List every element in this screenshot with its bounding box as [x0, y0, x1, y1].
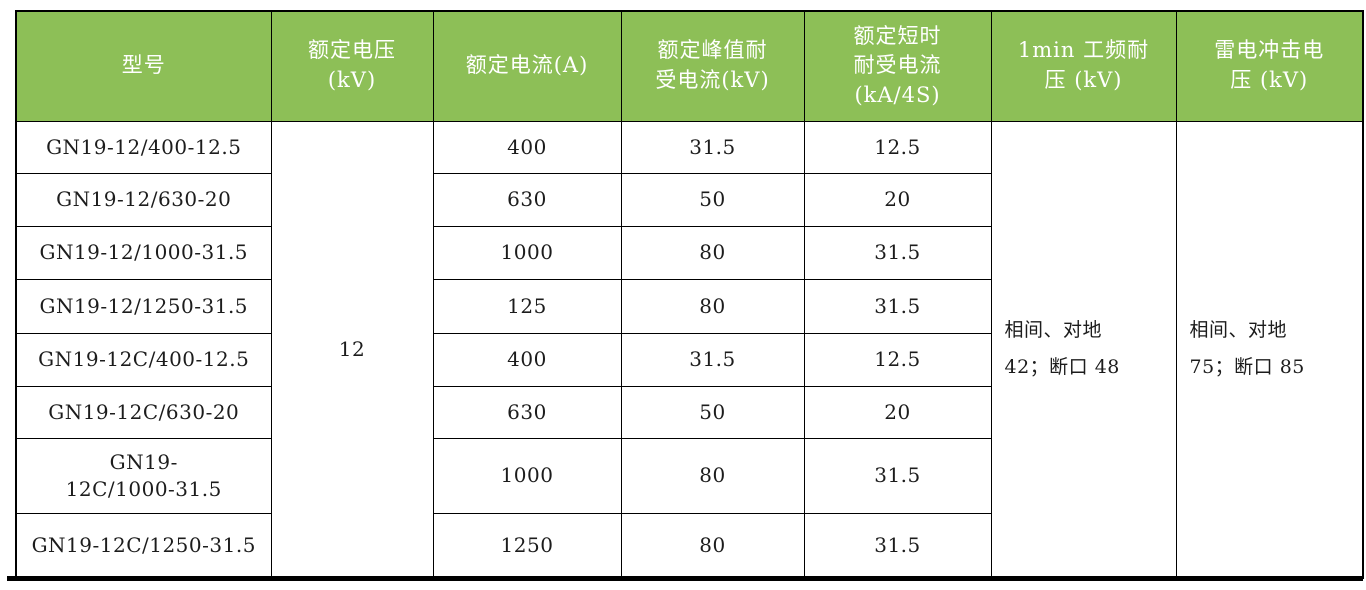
peak-current-cell: 80 [620, 437, 805, 514]
model-cell: GN19-12/1250-31.5 [15, 278, 272, 334]
header-peak-withstand-current: 额定峰值耐 受电流(kV) [620, 10, 805, 122]
header-power-freq-withstand-voltage: 1min 工频耐 压 (kV) [990, 10, 1177, 122]
short-time-current-cell: 20 [803, 172, 992, 227]
short-time-current-cell: 31.5 [803, 225, 992, 280]
model-cell: GN19-12/1000-31.5 [15, 225, 272, 280]
peak-current-cell: 80 [620, 225, 805, 280]
header-lightning-impulse-voltage: 雷电冲击电 压 (kV) [1175, 10, 1364, 122]
table-bottom-rule [7, 576, 1363, 581]
model-cell: GN19- 12C/1000-31.5 [15, 437, 272, 514]
header-row: 型号 额定电压 (kV) 额定电流(A) 额定峰值耐 受电流(kV) 额定短时 … [15, 10, 1364, 122]
spec-table: 型号 额定电压 (kV) 额定电流(A) 额定峰值耐 受电流(kV) 额定短时 … [15, 10, 1364, 579]
model-cell: GN19-12/400-12.5 [15, 120, 272, 174]
rated-current-cell: 400 [432, 120, 622, 174]
short-time-current-cell: 31.5 [803, 278, 992, 334]
short-time-current-cell: 20 [803, 385, 992, 439]
short-time-current-cell: 12.5 [803, 120, 992, 174]
model-cell: GN19-12C/1250-31.5 [15, 512, 272, 579]
peak-current-cell: 80 [620, 512, 805, 579]
table-row: GN19-12/630-20 630 50 20 [15, 172, 1363, 227]
model-cell: GN19-12C/400-12.5 [15, 332, 272, 387]
model-cell: GN19-12/630-20 [15, 172, 272, 227]
table-row: GN19-12C/1250-31.5 1250 80 31.5 [15, 512, 1363, 579]
table-row: GN19-12/400-12.5 12 400 31.5 12.5 相间、对地 … [15, 120, 1364, 579]
rated-current-cell: 1250 [432, 512, 622, 579]
table-row: GN19-12C/630-20 630 50 20 [15, 385, 1363, 439]
peak-current-cell: 50 [620, 385, 805, 439]
model-cell: GN19-12C/630-20 [15, 385, 272, 439]
peak-current-cell: 31.5 [620, 332, 805, 387]
short-time-current-cell: 31.5 [803, 437, 992, 514]
table-row: GN19-12/1000-31.5 1000 80 31.5 [15, 225, 1363, 280]
header-short-time-withstand-current: 额定短时 耐受电流 (kA/4S) [803, 10, 992, 122]
peak-current-cell: 50 [620, 172, 805, 227]
rated-current-cell: 125 [432, 278, 622, 334]
header-rated-current: 额定电流(A) [432, 10, 622, 122]
header-model: 型号 [15, 10, 272, 122]
lightning-impulse-cell: 相间、对地 75；断口 85 [1175, 120, 1364, 579]
header-rated-voltage: 额定电压 (kV) [270, 10, 434, 122]
short-time-current-cell: 12.5 [803, 332, 992, 387]
peak-current-cell: 80 [620, 278, 805, 334]
rated-current-cell: 400 [432, 332, 622, 387]
table-row: GN19- 12C/1000-31.5 1000 80 31.5 [15, 437, 1363, 514]
table-row: GN19-12/1250-31.5 125 80 31.5 [15, 278, 1363, 334]
rated-current-cell: 1000 [432, 225, 622, 280]
peak-current-cell: 31.5 [620, 120, 805, 174]
rated-voltage-cell: 12 [270, 120, 434, 579]
rated-current-cell: 1000 [432, 437, 622, 514]
rated-current-cell: 630 [432, 172, 622, 227]
rated-current-cell: 630 [432, 385, 622, 439]
power-freq-withstand-cell: 相间、对地 42；断口 48 [990, 120, 1177, 579]
short-time-current-cell: 31.5 [803, 512, 992, 579]
